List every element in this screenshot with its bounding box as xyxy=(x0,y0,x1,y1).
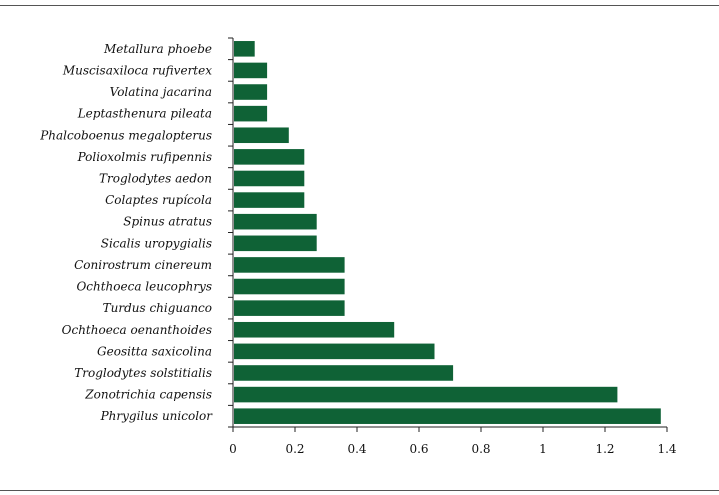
bar-conirostrum-cinereum xyxy=(234,257,345,273)
x-tick-label: 0.6 xyxy=(409,442,428,456)
top-rule xyxy=(0,5,719,6)
bar-metallura-phoebe xyxy=(234,41,255,57)
bar-sicalis-uropygialis xyxy=(234,235,317,252)
category-label-troglodytes-aedon: Troglodytes aedon xyxy=(99,171,212,185)
bar-geositta-saxicolina xyxy=(234,343,435,360)
bar-ochthoeca-leucophrys xyxy=(234,278,345,295)
category-label-conirostrum-cinereum: Conirostrum cinereum xyxy=(74,258,212,272)
bar-troglodytes-solstitialis xyxy=(234,365,454,381)
bar-ochthoeca-oenanthoides xyxy=(234,321,395,338)
category-label-ochthoeca-oenanthoides: Ochthoeca oenanthoides xyxy=(62,323,212,337)
category-label-troglodytes-solstitialis: Troglodytes solstitialis xyxy=(74,366,212,380)
bottom-rule xyxy=(0,490,719,491)
category-label-phalcoboenus-megalopterus: Phalcoboenus megalopterus xyxy=(39,128,212,142)
x-tick-label: 1.2 xyxy=(595,442,614,456)
bar-phrygilus-unicolor xyxy=(234,408,661,424)
x-tick-label: 0.8 xyxy=(471,442,490,456)
bar-zonotrichia-capensis xyxy=(234,386,618,403)
category-label-polioxolmis-rufipennis: Polioxolmis rufipennis xyxy=(77,150,212,164)
bars-group xyxy=(234,41,661,424)
category-label-colaptes-rupicola: Colaptes rupícola xyxy=(105,193,212,207)
bar-phalcoboenus-megalopterus xyxy=(234,127,289,144)
x-tick-label: 1 xyxy=(539,442,547,456)
axes-group xyxy=(228,37,668,432)
category-labels-group: Metallura phoebe Muscisaxiloca rufivertex… xyxy=(39,42,213,423)
category-label-muscisaxiloca-rufivertex: Muscisaxiloca rufivertex xyxy=(62,63,212,77)
x-tick-label: 0 xyxy=(229,442,237,456)
category-label-ochthoeca-leucophrys: Ochthoeca leucophrys xyxy=(76,280,212,294)
category-label-leptasthenura-pileata: Leptasthenura pileata xyxy=(77,107,212,121)
bar-polioxolmis-rufipennis xyxy=(234,149,305,165)
bar-spinus-atratus xyxy=(234,213,317,230)
category-label-phrygilus-unicolor: Phrygilus unicolor xyxy=(100,409,214,423)
bar-troglodytes-aedon xyxy=(234,170,305,187)
tick-labels-group: 0 0.2 0.4 0.6 0.8 1 1.2 1.4 xyxy=(229,442,677,456)
category-label-spinus-atratus: Spinus atratus xyxy=(123,215,212,229)
category-label-sicalis-uropygialis: Sicalis uropygialis xyxy=(101,236,212,250)
bar-colaptes-rupicola xyxy=(234,192,305,208)
bar-muscisaxiloca-rufivertex xyxy=(234,62,268,79)
category-label-turdus-chiguanco: Turdus chiguanco xyxy=(103,301,212,315)
x-tick-label: 1.4 xyxy=(657,442,676,456)
x-tick-label: 0.2 xyxy=(285,442,304,456)
category-label-volatina-jacarina: Volatina jacarina xyxy=(110,85,212,99)
category-label-metallura-phoebe: Metallura phoebe xyxy=(103,42,212,56)
bar-volatina-jacarina xyxy=(234,84,268,100)
x-tick-label: 0.4 xyxy=(347,442,366,456)
category-label-zonotrichia-capensis: Zonotrichia capensis xyxy=(84,388,212,402)
bar-turdus-chiguanco xyxy=(234,300,345,316)
category-label-geositta-saxicolina: Geositta saxicolina xyxy=(97,344,212,358)
bar-leptasthenura-pileata xyxy=(234,105,268,122)
